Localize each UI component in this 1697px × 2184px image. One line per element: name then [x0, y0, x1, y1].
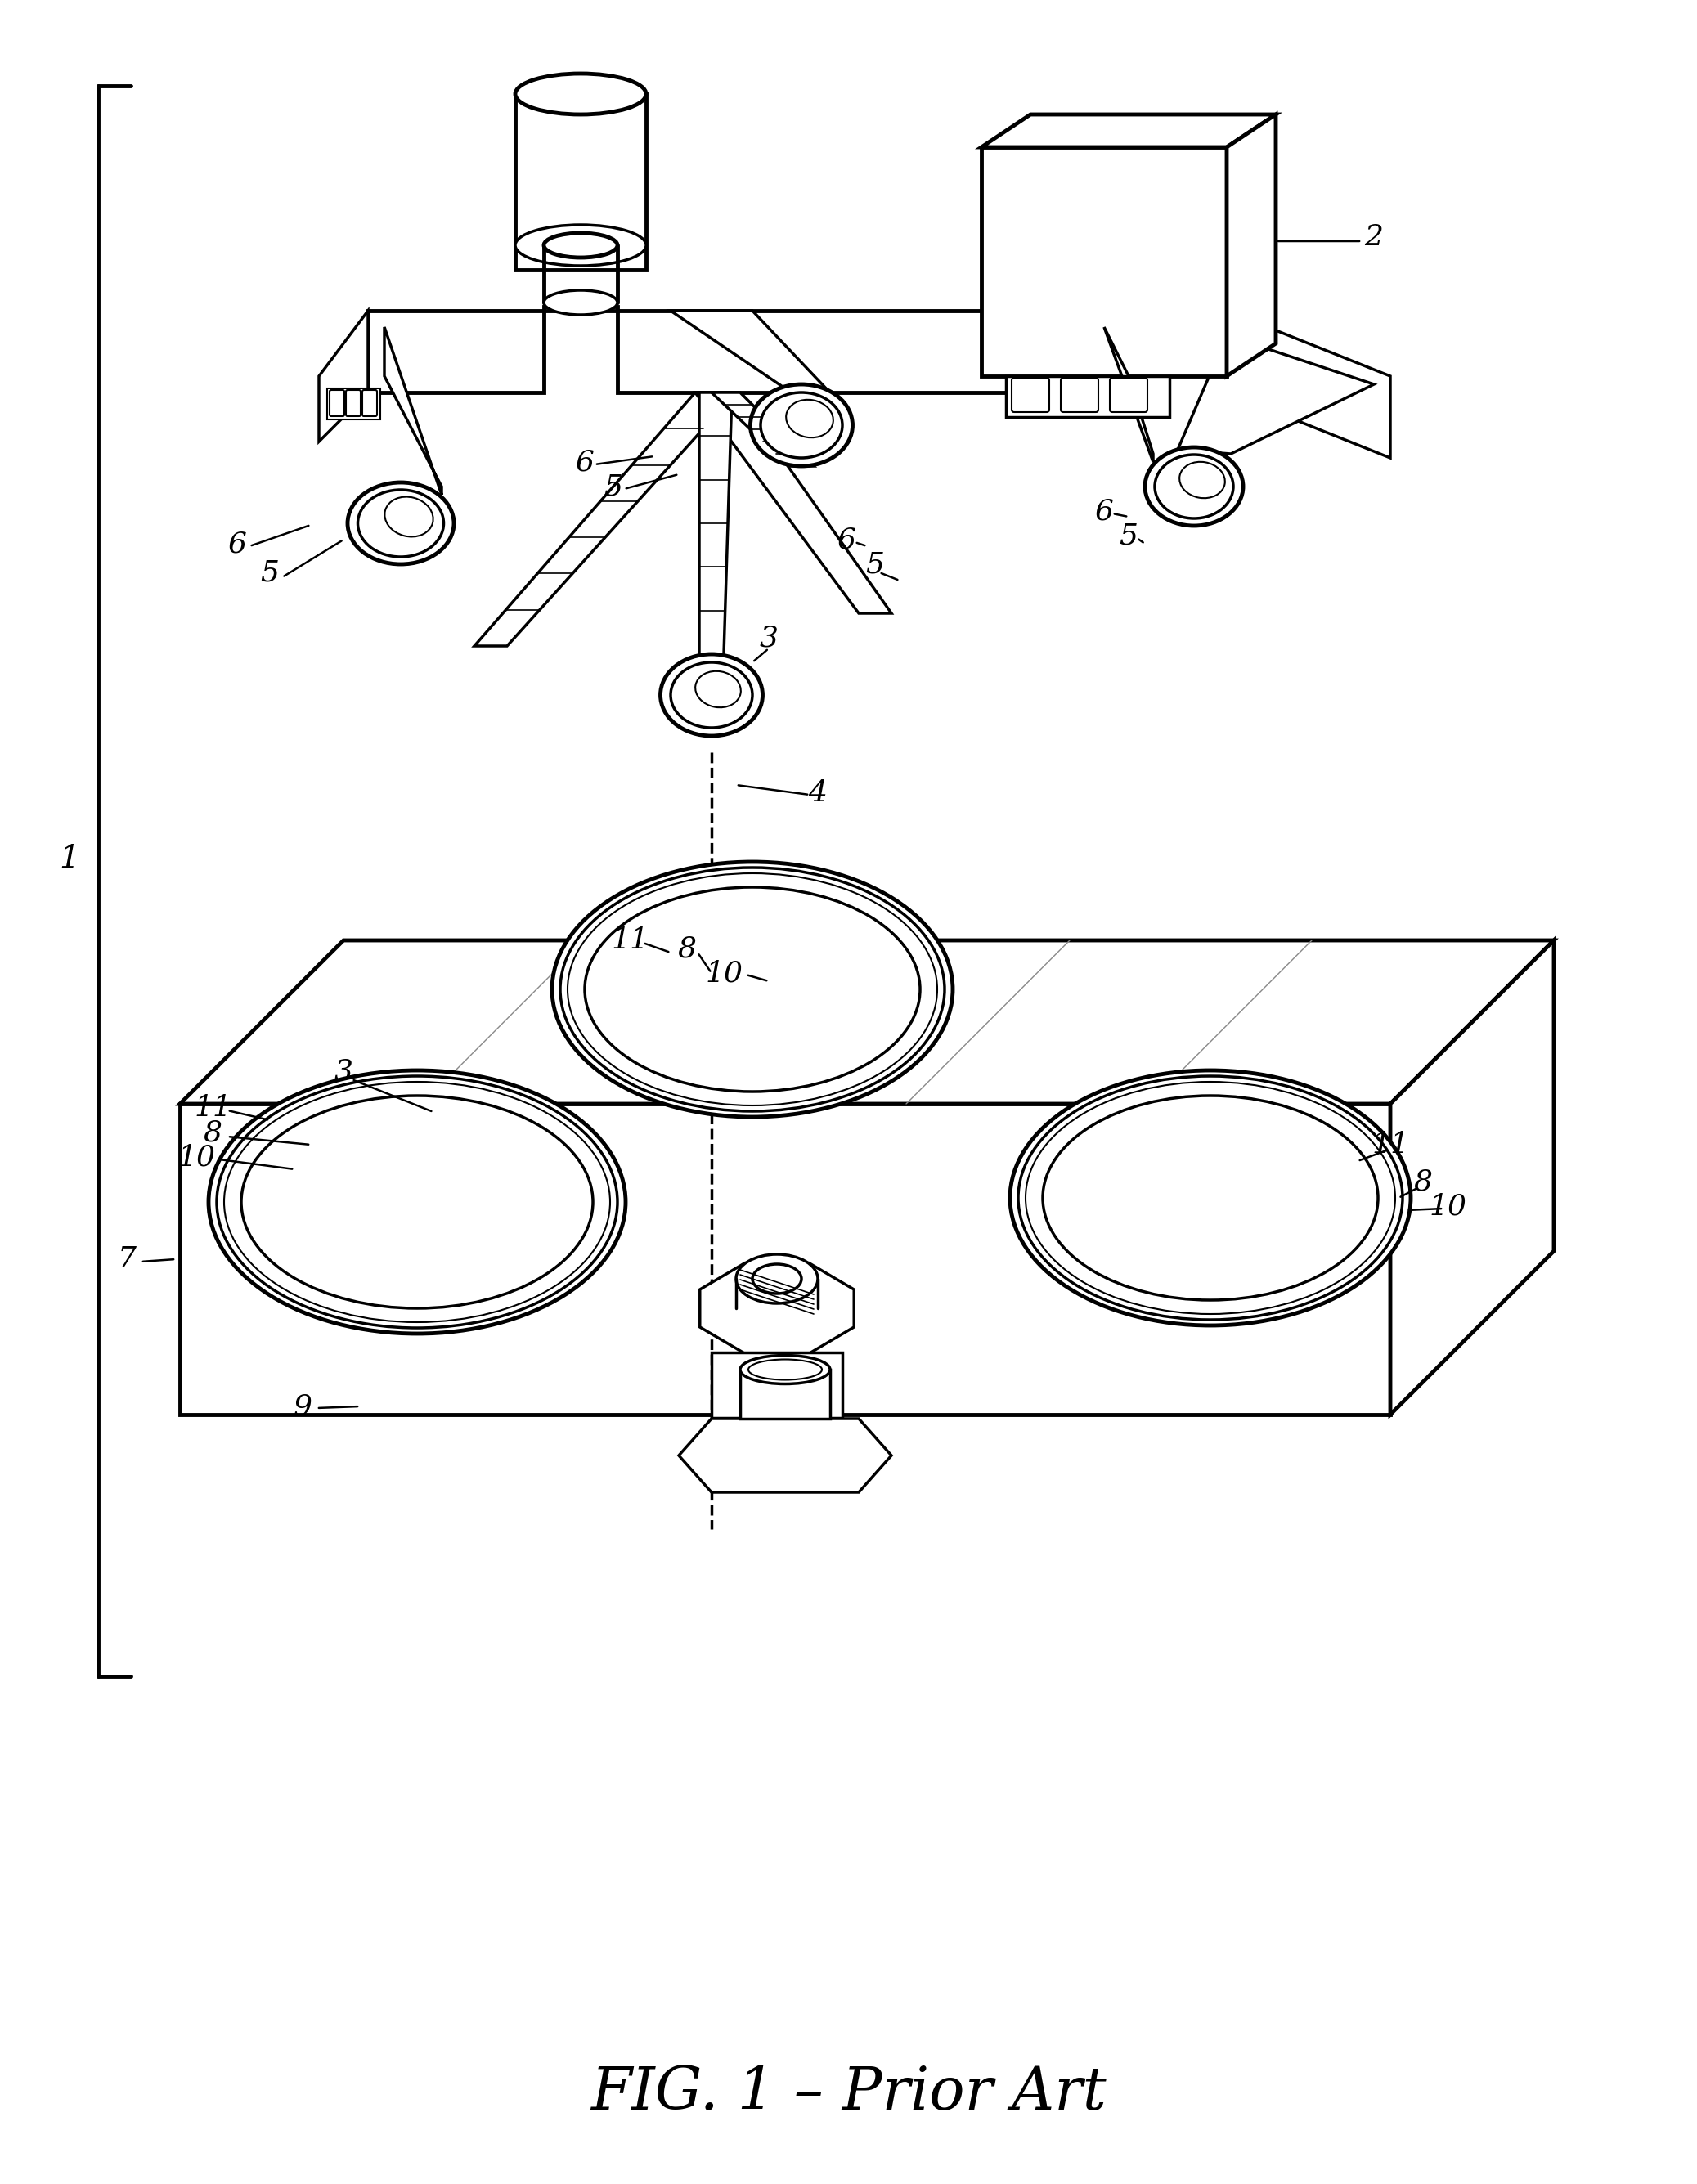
Ellipse shape: [516, 225, 647, 266]
Polygon shape: [699, 393, 731, 655]
Polygon shape: [699, 1262, 854, 1354]
Text: 6: 6: [1095, 498, 1113, 524]
FancyBboxPatch shape: [1061, 378, 1098, 413]
Ellipse shape: [1042, 1096, 1378, 1299]
Text: 7: 7: [117, 1245, 136, 1273]
Ellipse shape: [552, 863, 952, 1116]
Ellipse shape: [560, 867, 945, 1112]
Ellipse shape: [1179, 461, 1225, 498]
Bar: [328, 389, 380, 419]
Polygon shape: [679, 1420, 891, 1492]
FancyBboxPatch shape: [1011, 378, 1049, 413]
Polygon shape: [180, 1103, 1390, 1415]
Text: 10: 10: [178, 1142, 216, 1171]
FancyBboxPatch shape: [361, 391, 377, 417]
Text: 3: 3: [334, 1057, 353, 1085]
Text: 8: 8: [1414, 1168, 1432, 1195]
Text: 6: 6: [837, 526, 855, 553]
Polygon shape: [1390, 941, 1554, 1415]
Polygon shape: [1178, 336, 1375, 454]
Ellipse shape: [736, 1254, 818, 1304]
Ellipse shape: [786, 400, 833, 437]
Ellipse shape: [543, 234, 618, 258]
Text: 10: 10: [1429, 1192, 1466, 1221]
Text: 3: 3: [759, 625, 779, 651]
Ellipse shape: [217, 1077, 618, 1328]
Ellipse shape: [760, 393, 842, 459]
Polygon shape: [1227, 310, 1390, 459]
Ellipse shape: [670, 662, 752, 727]
Text: 10: 10: [704, 959, 743, 987]
Text: 5: 5: [1120, 522, 1139, 550]
Ellipse shape: [752, 1265, 801, 1293]
Text: 1: 1: [59, 843, 80, 874]
Ellipse shape: [740, 1356, 830, 1385]
Polygon shape: [981, 146, 1227, 376]
Ellipse shape: [241, 1096, 592, 1308]
Text: 5: 5: [260, 559, 280, 585]
Polygon shape: [1227, 114, 1276, 376]
Polygon shape: [711, 393, 815, 465]
Ellipse shape: [543, 290, 618, 314]
Ellipse shape: [348, 483, 453, 563]
Ellipse shape: [1145, 448, 1244, 526]
Polygon shape: [385, 328, 441, 496]
Ellipse shape: [385, 496, 433, 537]
Polygon shape: [696, 393, 891, 614]
Ellipse shape: [224, 1081, 611, 1321]
Ellipse shape: [585, 887, 920, 1092]
Text: 11: 11: [611, 926, 648, 954]
Ellipse shape: [1018, 1077, 1403, 1319]
Text: 6: 6: [227, 531, 246, 557]
Polygon shape: [670, 310, 826, 389]
Polygon shape: [475, 393, 736, 646]
Ellipse shape: [209, 1070, 626, 1334]
Polygon shape: [1006, 376, 1169, 417]
Ellipse shape: [660, 655, 762, 736]
Ellipse shape: [567, 874, 937, 1105]
Text: 2: 2: [1364, 223, 1383, 251]
Ellipse shape: [750, 384, 852, 465]
Text: 5: 5: [604, 472, 623, 500]
Polygon shape: [368, 306, 1145, 393]
FancyBboxPatch shape: [329, 391, 344, 417]
Ellipse shape: [1010, 1070, 1410, 1326]
Text: 8: 8: [204, 1118, 222, 1147]
Ellipse shape: [358, 489, 443, 557]
Text: 6: 6: [575, 448, 594, 476]
Ellipse shape: [1154, 454, 1234, 518]
Text: 8: 8: [677, 935, 696, 963]
Ellipse shape: [748, 1358, 821, 1380]
FancyBboxPatch shape: [1110, 378, 1147, 413]
Text: 11: 11: [193, 1094, 231, 1123]
Ellipse shape: [1025, 1081, 1395, 1315]
Polygon shape: [981, 114, 1276, 146]
Polygon shape: [319, 310, 368, 441]
Polygon shape: [180, 941, 1554, 1103]
Bar: [516, 94, 647, 271]
Ellipse shape: [516, 74, 647, 114]
Text: 11: 11: [1371, 1131, 1409, 1160]
Text: 9: 9: [294, 1393, 312, 1420]
Bar: [740, 1369, 830, 1420]
FancyBboxPatch shape: [346, 391, 361, 417]
Text: 4: 4: [808, 780, 826, 808]
Polygon shape: [711, 1352, 842, 1417]
Text: 5: 5: [865, 550, 884, 579]
Polygon shape: [1105, 328, 1154, 463]
Text: FIG. 1 – Prior Art: FIG. 1 – Prior Art: [591, 2064, 1106, 2123]
Ellipse shape: [696, 670, 742, 708]
